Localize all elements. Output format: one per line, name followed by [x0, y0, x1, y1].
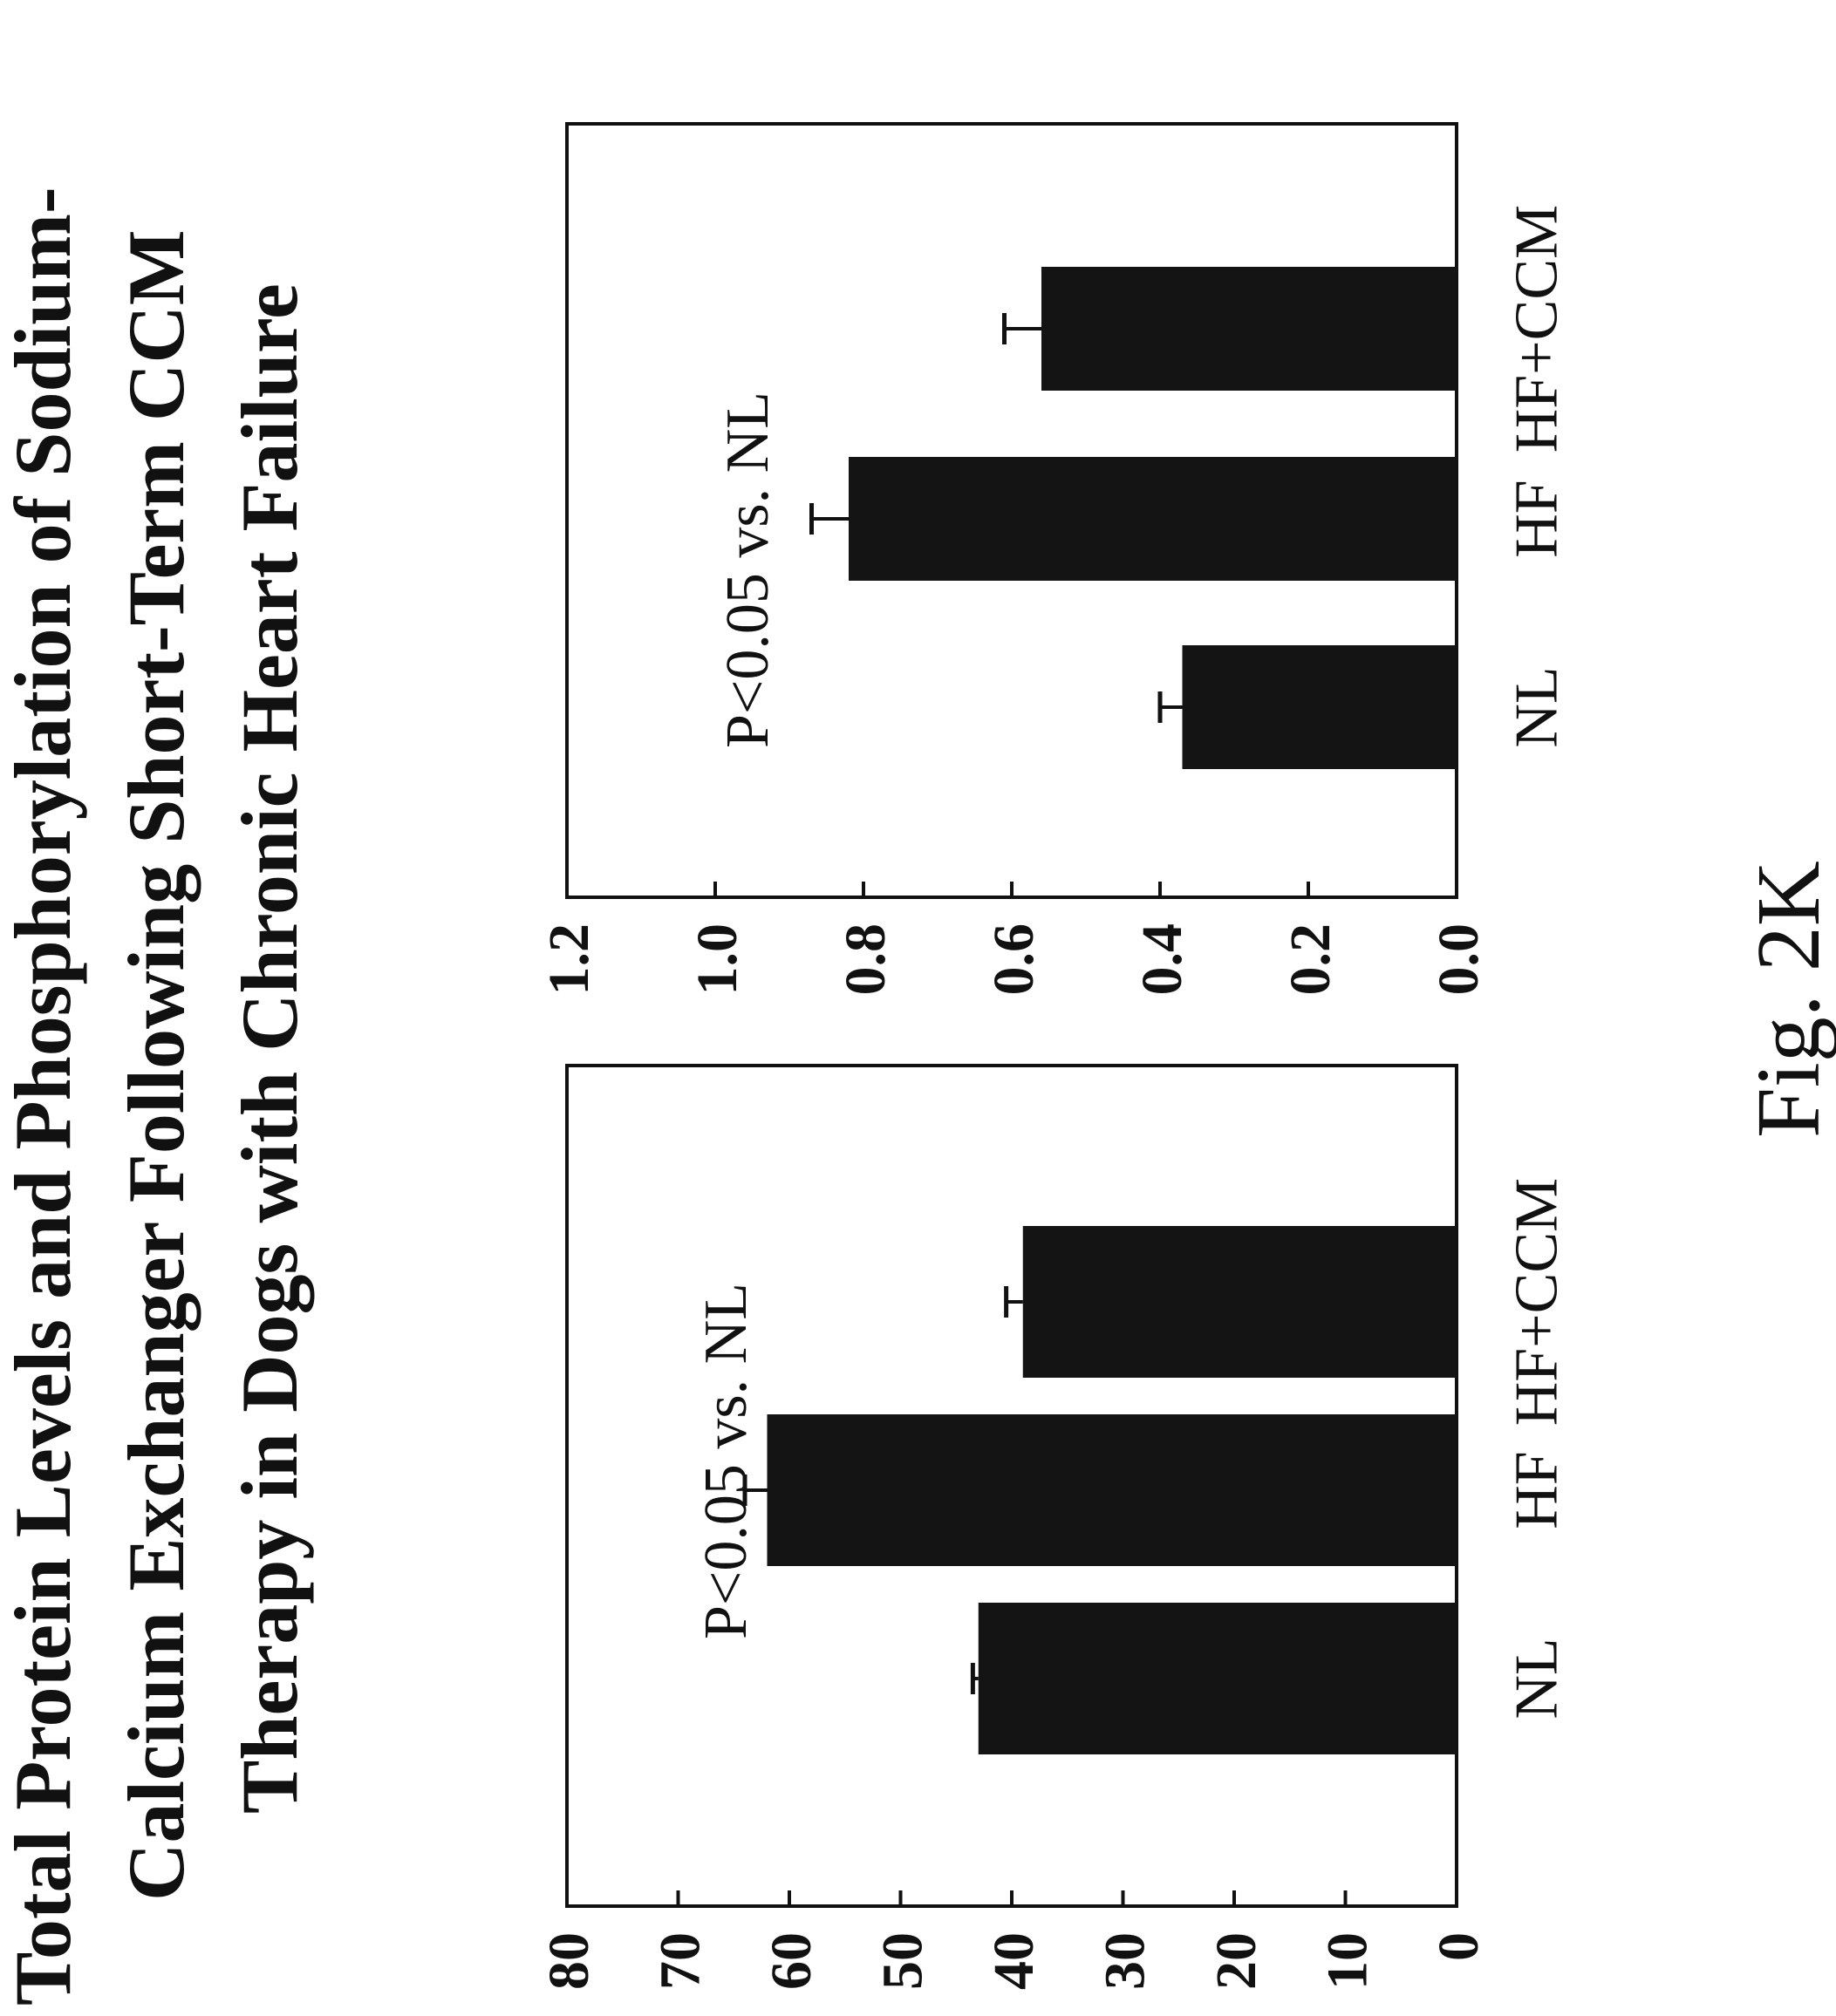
- x-category-label: HF+CCM: [1504, 205, 1571, 453]
- bar-hf: [849, 457, 1457, 581]
- y-tick-label: 0.6: [982, 923, 1046, 996]
- x-category-label: HF: [1504, 1451, 1571, 1529]
- title-line-2: Calcium Exchanger Following Short-Term C…: [112, 229, 201, 1901]
- x-category-label: NL: [1504, 666, 1571, 747]
- chart-phosphorylation: 0.0 0.2 0.4 0.6 0.8 1.0 1.2 NL HF HF+CCM P<0.05 vs…: [537, 122, 1571, 996]
- bar-nl: [1182, 645, 1457, 769]
- figure-label-group: Fig. 2K: [1738, 861, 1836, 1138]
- bar-hf: [767, 1414, 1457, 1566]
- y-tick-label: 10: [1316, 1932, 1380, 1990]
- chart-total-protein: 0 10 20 30 40 50 60 70 80 NL HF HF+CCM P<0.05 vs. NL: [537, 1064, 1571, 1990]
- y-tick-label: 1.0: [686, 923, 749, 996]
- significance-annotation: P<0.05 vs. NL: [693, 1283, 760, 1639]
- y-tick-label: 0.0: [1427, 923, 1491, 996]
- y-tick-label: 60: [760, 1932, 823, 1990]
- y-tick-label: 40: [982, 1932, 1046, 1990]
- y-tick-label: 0.4: [1130, 923, 1194, 996]
- figure-label: Fig. 2K: [1738, 861, 1836, 1138]
- y-tick-label: 0.2: [1279, 923, 1342, 996]
- bar-hf-ccm: [1041, 267, 1457, 391]
- x-category-label: HF+CCM: [1504, 1178, 1571, 1427]
- figure-title: Total Protein Levels and Phosphorylation…: [0, 187, 314, 2006]
- y-tick-label: 30: [1094, 1932, 1157, 1990]
- bar-nl: [978, 1603, 1457, 1754]
- y-tick-label: 1.2: [537, 923, 601, 996]
- y-tick-label: 20: [1205, 1932, 1268, 1990]
- title-line-3: Therapy in Dogs with Chronic Heart Failu…: [225, 283, 314, 1814]
- y-tick-label: 0: [1427, 1932, 1491, 1961]
- significance-annotation: P<0.05 vs. NL: [714, 392, 781, 748]
- bar-hf-ccm: [1022, 1226, 1457, 1378]
- x-category-label: NL: [1504, 1638, 1571, 1719]
- y-tick-label: 70: [649, 1932, 713, 1990]
- y-tick-label: 80: [537, 1932, 601, 1990]
- y-tick-label: 0.8: [834, 923, 898, 996]
- title-line-1: Total Protein Levels and Phosphorylation…: [0, 187, 87, 2006]
- x-category-label: HF: [1504, 480, 1571, 557]
- y-tick-label: 50: [871, 1932, 935, 1990]
